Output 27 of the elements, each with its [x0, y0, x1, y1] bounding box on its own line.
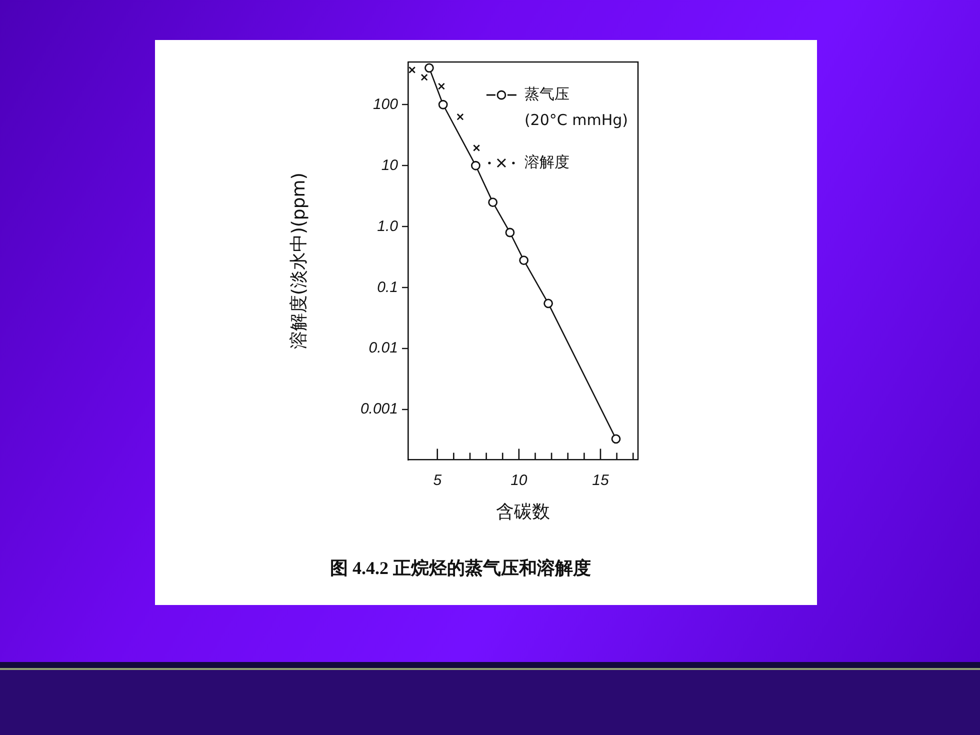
- legend-label: 蒸气压 (20°C mmHg): [524, 84, 628, 129]
- point: [470, 160, 480, 170]
- x-axis-title: 含碳数: [496, 501, 550, 522]
- point: [544, 298, 553, 308]
- point: [438, 100, 448, 110]
- point: [456, 113, 464, 120]
- y-tick-label: 100: [372, 96, 399, 113]
- y-tick-label: 1.0: [377, 218, 399, 235]
- x-tick-label: 15: [592, 472, 610, 489]
- y-axis-title: 溶解度(淡水中)(ppm): [288, 172, 310, 350]
- point: [420, 74, 428, 81]
- point: [438, 82, 445, 90]
- point: [611, 434, 621, 444]
- y-tick-label: 0.01: [368, 340, 398, 357]
- point: [488, 198, 498, 208]
- point: [505, 228, 515, 238]
- point: [472, 144, 480, 152]
- point: [408, 66, 416, 74]
- point: [519, 256, 529, 266]
- y-tick-label: 10: [381, 156, 399, 174]
- y-tick-label: 0.1: [377, 278, 398, 296]
- y-tick-label: 0.001: [360, 400, 398, 418]
- x-tick-label: 5: [433, 472, 442, 489]
- text: 图 4.4.2 正烷烃的蒸气压和溶解度: [330, 558, 591, 578]
- legend-label: 溶解度: [524, 152, 570, 171]
- point: [424, 63, 434, 73]
- x-tick-label: 10: [510, 472, 528, 489]
